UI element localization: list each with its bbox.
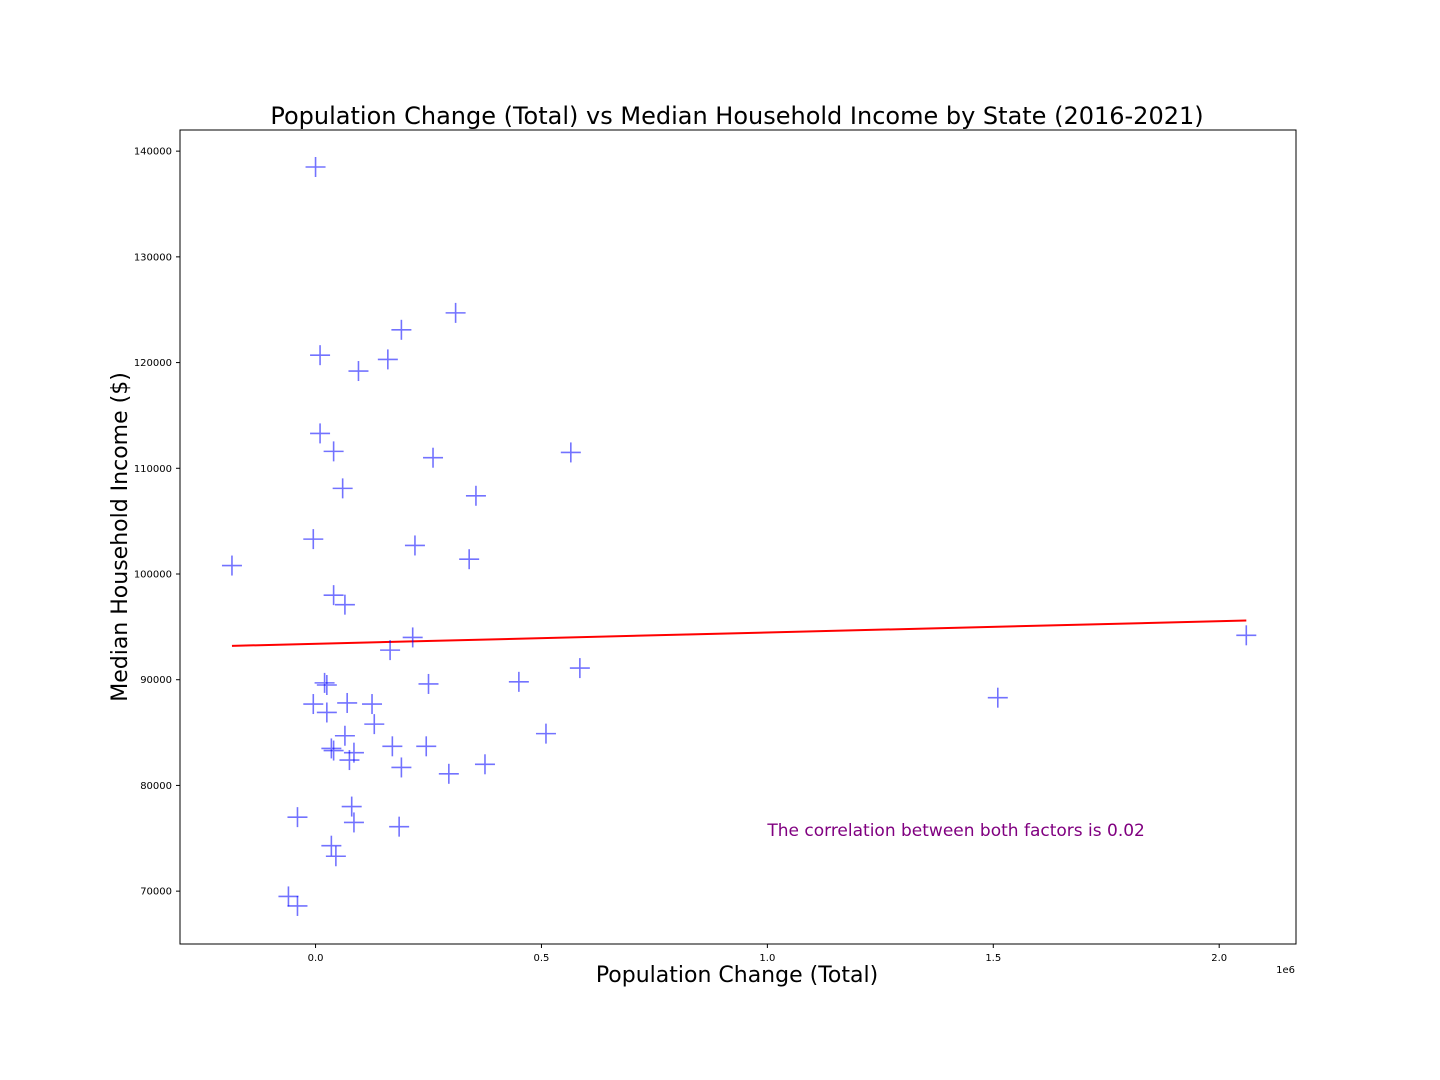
y-tick-label: 140000	[134, 147, 172, 158]
data-point	[332, 478, 353, 499]
data-point	[445, 302, 466, 323]
data-point	[508, 671, 529, 692]
chart-title: Population Change (Total) vs Median Hous…	[270, 102, 1203, 130]
y-tick-label: 110000	[134, 464, 172, 475]
data-point	[314, 672, 335, 693]
data-point	[287, 807, 308, 828]
data-point	[325, 846, 346, 867]
data-point	[560, 442, 581, 463]
data-point	[310, 423, 331, 444]
data-point	[391, 319, 412, 340]
data-point	[337, 692, 358, 713]
y-axis: 70000 80000 90000 100000 110000 120000 130000 1…	[134, 147, 180, 898]
data-point	[569, 658, 590, 679]
x-tick-label: 1.0	[759, 953, 775, 964]
y-axis-label: Median Household Income ($)	[108, 372, 133, 702]
data-point	[404, 535, 425, 556]
data-point	[416, 736, 437, 757]
data-point	[321, 835, 342, 856]
data-point	[343, 812, 364, 833]
x-tick-label: 0.0	[308, 953, 324, 964]
y-tick-label: 80000	[140, 781, 172, 792]
correlation-annotation: The correlation between both factors is …	[766, 821, 1145, 841]
data-point	[323, 740, 344, 761]
data-point	[221, 555, 242, 576]
data-point	[341, 796, 362, 817]
x-axis-label: Population Change (Total)	[596, 963, 878, 988]
data-point	[323, 441, 344, 462]
data-point	[364, 714, 385, 735]
plot-area	[179, 129, 1297, 945]
plot-marks	[221, 157, 1257, 916]
y-tick-label: 70000	[140, 887, 172, 898]
data-point	[423, 447, 444, 468]
data-point	[535, 723, 556, 744]
y-tick-label: 90000	[140, 675, 172, 686]
y-tick-label: 130000	[134, 252, 172, 263]
data-point	[402, 627, 423, 648]
x-tick-label: 0.5	[534, 953, 550, 964]
regression-line	[231, 619, 1247, 647]
data-point	[418, 673, 439, 694]
data-point	[389, 816, 410, 837]
data-point	[334, 725, 355, 746]
data-point	[316, 675, 337, 695]
data-point	[987, 687, 1008, 708]
data-point	[310, 345, 331, 366]
y-tick-label: 100000	[134, 570, 172, 581]
data-point	[362, 694, 383, 715]
data-point	[321, 738, 342, 759]
data-point	[339, 750, 360, 771]
data-point	[348, 361, 369, 382]
data-point	[323, 585, 344, 606]
data-point	[303, 694, 324, 715]
data-point	[1236, 625, 1257, 646]
data-point	[438, 763, 459, 784]
data-point	[474, 754, 495, 775]
data-point	[316, 702, 337, 723]
x-axis-offset-label: 1e6	[1276, 965, 1295, 976]
data-point	[278, 886, 299, 907]
data-point	[459, 549, 480, 570]
data-point	[391, 757, 412, 778]
data-point	[305, 157, 326, 177]
x-tick-label: 1.5	[985, 953, 1001, 964]
data-point	[465, 485, 486, 506]
y-tick-label: 120000	[134, 358, 172, 369]
data-point	[303, 529, 324, 550]
x-axis: 0.0 0.5 1.0 1.5 2.0	[308, 944, 1227, 964]
data-point	[334, 594, 355, 615]
data-point	[287, 895, 308, 916]
data-point	[380, 640, 401, 661]
data-point	[382, 736, 403, 757]
data-point	[377, 349, 398, 370]
x-tick-label: 2.0	[1211, 953, 1227, 964]
